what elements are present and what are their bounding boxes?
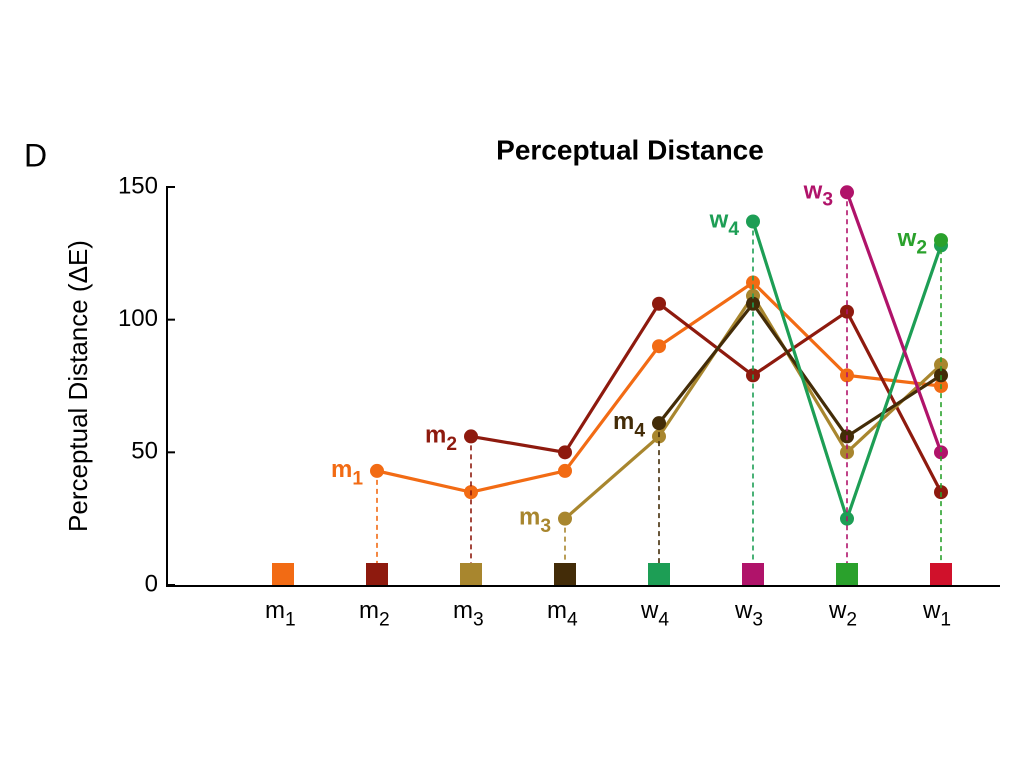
series-label: w3 xyxy=(803,178,833,211)
series-label: m1 xyxy=(331,456,363,489)
x-tick-label-sub: 2 xyxy=(846,609,857,630)
x-tick-label-base: w xyxy=(734,597,753,624)
series-label-sub: 4 xyxy=(728,219,739,240)
series-point xyxy=(370,463,384,478)
x-tick-label: w1 xyxy=(922,597,951,630)
x-tick-label-base: m xyxy=(453,597,473,624)
x-tick-label-sub: 1 xyxy=(940,609,951,630)
x-tick-label-sub: 2 xyxy=(379,609,390,630)
x-tick-label-sub: 4 xyxy=(567,609,578,630)
series-point xyxy=(746,214,760,229)
series-label-base: m xyxy=(613,408,634,435)
series-label-sub: 1 xyxy=(352,468,363,489)
series-point xyxy=(558,463,572,478)
series-point xyxy=(840,185,854,200)
x-tick-label: m4 xyxy=(547,597,578,630)
x-tick-label-sub: 3 xyxy=(473,609,484,630)
series-point xyxy=(934,357,948,372)
category-marker xyxy=(742,563,764,585)
category-marker xyxy=(554,563,576,585)
x-tick-label-base: w xyxy=(640,597,659,624)
y-tick-label: 0 xyxy=(145,570,158,597)
category-marker xyxy=(836,563,858,585)
series-label-base: w xyxy=(709,207,729,234)
category-marker xyxy=(460,563,482,585)
x-tick-label-base: m xyxy=(547,597,567,624)
x-tick-label: m1 xyxy=(265,597,296,630)
x-tick-label: w4 xyxy=(640,597,669,630)
x-tick-label-sub: 4 xyxy=(658,609,669,630)
series-label-base: w xyxy=(803,178,823,205)
panel-label: D xyxy=(24,137,47,173)
x-tick-label: m3 xyxy=(453,597,484,630)
y-axis-label: Perceptual Distance (ΔE) xyxy=(63,240,93,532)
x-tick-label-base: w xyxy=(922,597,941,624)
series-point xyxy=(558,511,572,526)
category-marker xyxy=(272,563,294,585)
series-label: w2 xyxy=(897,225,927,258)
series-point xyxy=(934,445,948,460)
category-marker xyxy=(648,563,670,585)
x-tick-label-sub: 3 xyxy=(752,609,763,630)
x-tick-label-base: m xyxy=(265,597,285,624)
series-label: m3 xyxy=(519,504,551,537)
y-tick-label: 150 xyxy=(118,172,158,199)
series-label-base: w xyxy=(897,225,917,252)
series-label-base: m xyxy=(519,504,540,531)
series-point xyxy=(652,296,666,311)
x-tick-label-sub: 1 xyxy=(285,609,296,630)
x-tick-label-base: m xyxy=(359,597,379,624)
series-label: m4 xyxy=(613,408,645,441)
series-label-sub: 3 xyxy=(822,190,833,211)
chart-title: Perceptual Distance xyxy=(496,134,764,165)
y-tick-label: 100 xyxy=(118,305,158,332)
series-label-sub: 2 xyxy=(446,434,457,455)
series-point xyxy=(934,233,948,248)
series-point xyxy=(558,445,572,460)
x-tick-label: m2 xyxy=(359,597,390,630)
series-label: w4 xyxy=(709,207,740,240)
y-tick-label: 50 xyxy=(131,438,158,465)
series-point xyxy=(652,416,666,431)
x-tick-label-base: w xyxy=(828,597,847,624)
series-point xyxy=(652,339,666,354)
series-line xyxy=(845,191,943,453)
x-tick-label: w2 xyxy=(828,597,857,630)
series-point xyxy=(746,275,760,290)
series-label-base: m xyxy=(425,422,446,449)
series-point xyxy=(840,445,854,460)
series-label-sub: 3 xyxy=(540,516,551,537)
category-marker xyxy=(930,563,952,585)
series-label-sub: 2 xyxy=(916,238,927,259)
series-label: m2 xyxy=(425,422,457,455)
series-line xyxy=(470,301,943,493)
series-point xyxy=(464,429,478,444)
x-tick-label: w3 xyxy=(734,597,763,630)
series-label-base: m xyxy=(331,456,352,483)
category-marker xyxy=(366,563,388,585)
series-label-sub: 4 xyxy=(634,421,645,442)
